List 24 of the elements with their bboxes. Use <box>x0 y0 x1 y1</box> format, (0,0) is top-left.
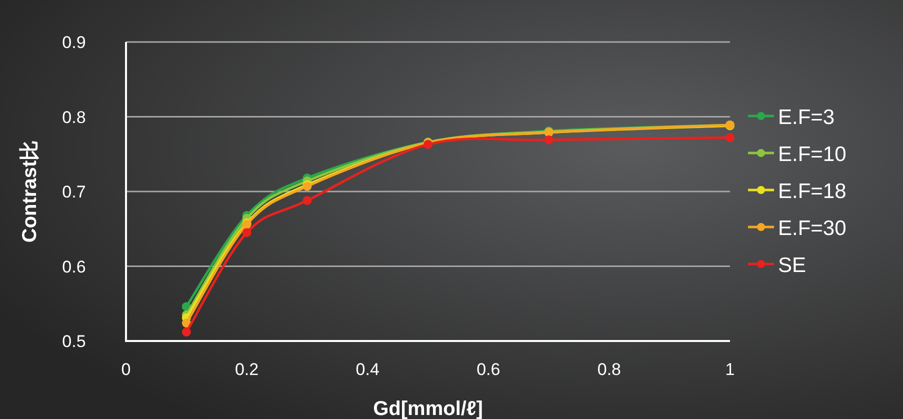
point <box>726 133 734 142</box>
legend-label: E.F=3 <box>778 106 835 129</box>
y-axis-title: Contrast比 <box>19 140 41 243</box>
x-tick-label: 0.4 <box>356 360 380 379</box>
x-tick-label: 0.6 <box>476 360 500 379</box>
point <box>302 196 312 205</box>
legend-label: E.F=30 <box>778 217 846 240</box>
x-tick-label: 1 <box>725 360 735 379</box>
legend-label: SE <box>778 254 806 277</box>
point <box>544 135 554 144</box>
x-tick-label: 0 <box>121 360 131 379</box>
legend-label: E.F=10 <box>778 143 846 166</box>
y-tick-label: 0.7 <box>62 182 86 202</box>
y-tick-label: 0.8 <box>62 108 86 127</box>
point <box>182 328 191 337</box>
legend-label: E.F=18 <box>778 180 846 203</box>
x-tick-label: 0.8 <box>597 360 622 379</box>
y-tick-label: 0.5 <box>62 332 86 351</box>
x-tick-label: 0.2 <box>234 360 259 379</box>
x-axis-title: Gd[mmol/ℓ] <box>373 398 483 419</box>
y-tick-label: 0.6 <box>62 257 86 276</box>
point <box>242 228 252 238</box>
y-tick-label: 0.9 <box>62 33 86 52</box>
point <box>182 318 191 328</box>
